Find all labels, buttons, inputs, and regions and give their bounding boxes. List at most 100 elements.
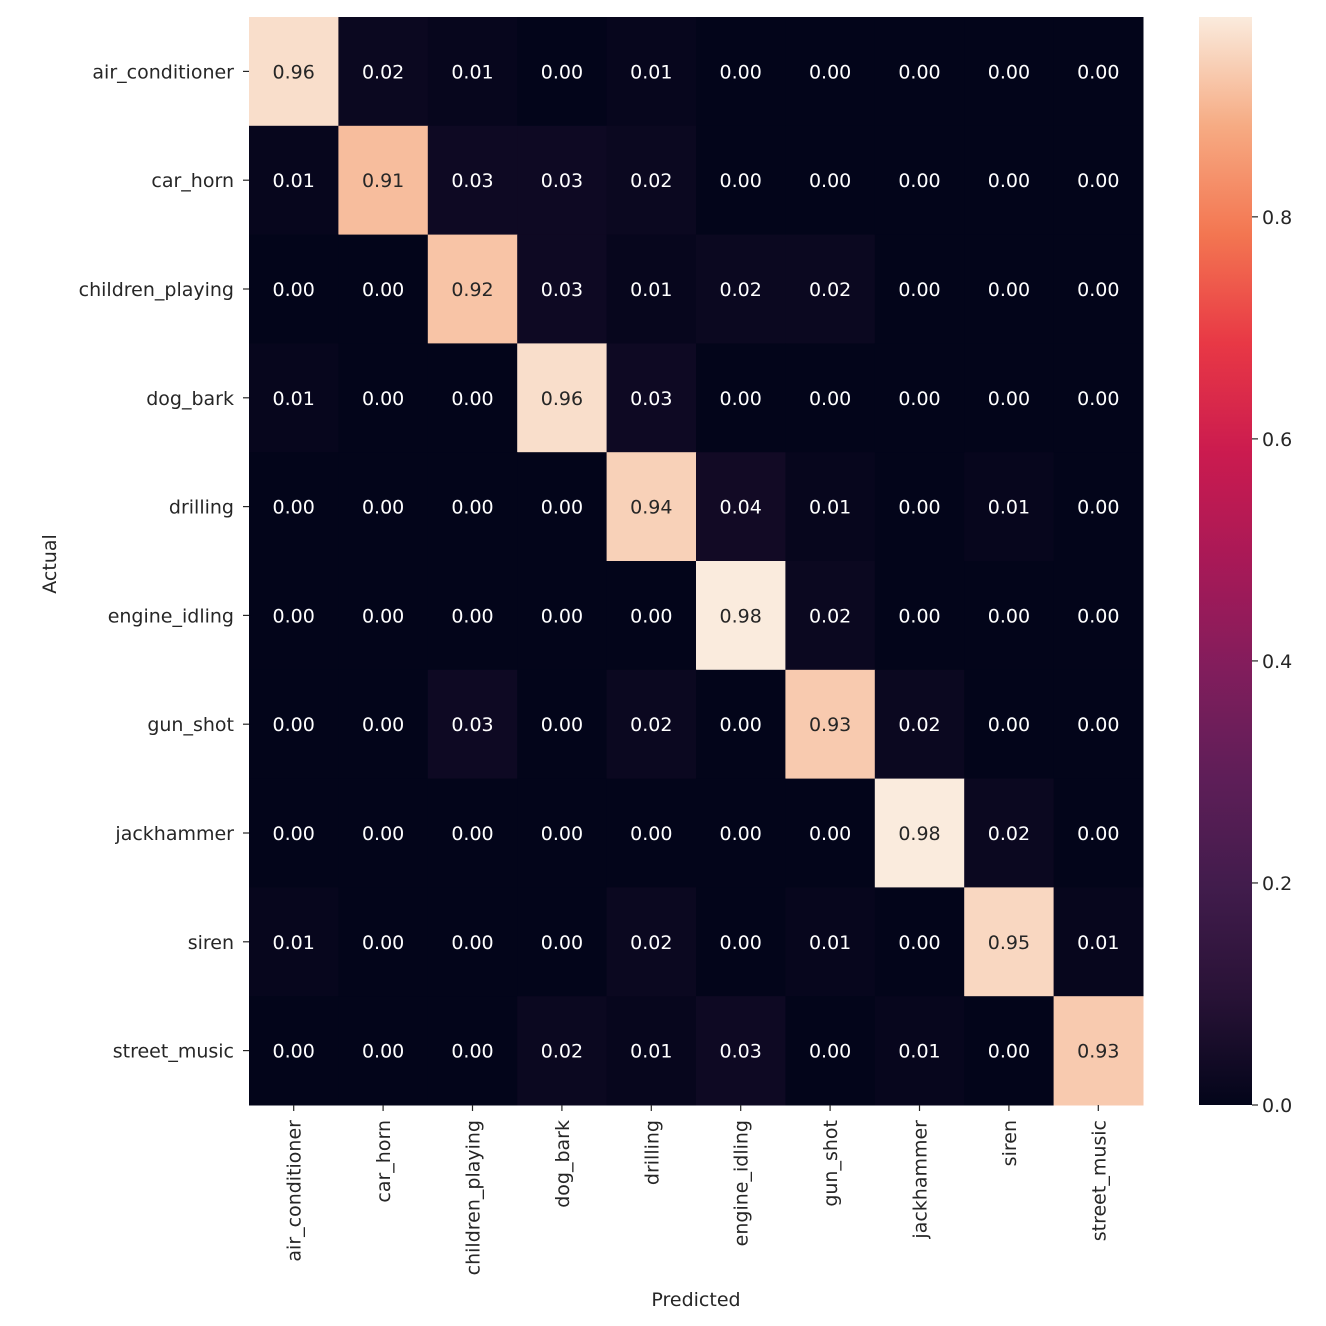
cell-value-label: 0.00 bbox=[451, 605, 493, 627]
y-tick-label: dog_bark bbox=[146, 388, 234, 410]
cell-value-label: 0.00 bbox=[720, 823, 762, 845]
cell-value-label: 0.00 bbox=[273, 279, 315, 301]
heatmap-cell bbox=[874, 17, 965, 127]
cell-value-label: 0.00 bbox=[988, 605, 1030, 627]
x-tick-label: air_conditioner bbox=[284, 1120, 306, 1262]
cell-value-label: 0.00 bbox=[1077, 497, 1119, 519]
cell-value-label: 0.93 bbox=[1077, 1041, 1119, 1063]
heatmap-cell bbox=[696, 343, 786, 453]
heatmap-cell bbox=[1053, 887, 1144, 997]
heatmap-cell bbox=[964, 669, 1055, 780]
heatmap-cell bbox=[785, 234, 876, 344]
cell-value-label: 0.01 bbox=[898, 1041, 940, 1063]
cell-value-label: 0.00 bbox=[362, 823, 404, 845]
heatmap-cell bbox=[964, 996, 1055, 1106]
cell-value-label: 0.00 bbox=[720, 714, 762, 736]
y-tick-label: jackhammer bbox=[114, 823, 234, 845]
heatmap-cell bbox=[874, 996, 965, 1106]
cell-value-label: 0.00 bbox=[988, 1041, 1030, 1063]
cell-value-label: 0.01 bbox=[809, 932, 851, 954]
cell-value-label: 0.01 bbox=[988, 497, 1030, 519]
cell-value-label: 0.02 bbox=[541, 1041, 583, 1063]
heatmap-cell bbox=[249, 996, 339, 1106]
cell-value-label: 0.03 bbox=[541, 279, 583, 301]
heatmap-cell bbox=[964, 125, 1055, 236]
heatmap-cell bbox=[785, 669, 876, 780]
heatmap-cell bbox=[249, 17, 339, 127]
heatmap-cell bbox=[249, 887, 339, 997]
cell-value-label: 0.00 bbox=[541, 61, 583, 83]
y-tick-label: street_music bbox=[113, 1041, 234, 1063]
cell-value-label: 0.00 bbox=[630, 605, 672, 627]
cell-value-label: 0.01 bbox=[273, 388, 315, 410]
cell-value-label: 0.01 bbox=[451, 61, 493, 83]
heatmap-cell bbox=[249, 778, 339, 888]
cell-value-label: 0.00 bbox=[988, 388, 1030, 410]
cell-value-label: 0.00 bbox=[898, 932, 940, 954]
cell-value-label: 0.00 bbox=[1077, 170, 1119, 192]
heatmap-cell bbox=[1053, 17, 1144, 127]
cell-value-label: 0.93 bbox=[809, 714, 851, 736]
cell-value-label: 0.01 bbox=[809, 497, 851, 519]
heatmap-cell bbox=[517, 452, 608, 562]
heatmap-cell bbox=[1053, 234, 1144, 344]
cell-value-label: 0.00 bbox=[720, 61, 762, 83]
heatmap-cell bbox=[517, 17, 608, 127]
heatmap-cell bbox=[517, 561, 608, 671]
y-axis-label: Actual bbox=[39, 534, 61, 594]
heatmap-cell bbox=[1053, 669, 1144, 780]
x-tick-label: drilling bbox=[641, 1120, 663, 1185]
cell-value-label: 0.00 bbox=[988, 61, 1030, 83]
cell-value-label: 0.03 bbox=[630, 388, 672, 410]
heatmap-cell bbox=[606, 996, 697, 1106]
cell-value-label: 0.00 bbox=[362, 1041, 404, 1063]
heatmap-cell bbox=[874, 669, 965, 780]
heatmap-cell bbox=[517, 343, 608, 453]
cell-value-label: 0.00 bbox=[809, 61, 851, 83]
heatmap-cell bbox=[696, 778, 786, 888]
cell-value-label: 0.00 bbox=[362, 932, 404, 954]
heatmap-cell bbox=[785, 343, 876, 453]
heatmap-cell bbox=[606, 125, 697, 236]
y-tick-label: car_horn bbox=[151, 170, 234, 192]
heatmap-cell bbox=[427, 343, 518, 453]
x-tick-label: children_playing bbox=[463, 1120, 485, 1275]
cell-value-label: 0.00 bbox=[541, 823, 583, 845]
heatmap-cell bbox=[964, 778, 1055, 888]
cell-value-label: 0.00 bbox=[1077, 823, 1119, 845]
cell-value-label: 0.00 bbox=[273, 714, 315, 736]
cell-value-label: 0.02 bbox=[630, 714, 672, 736]
y-tick-label: siren bbox=[188, 932, 234, 954]
heatmap-cell bbox=[785, 17, 876, 127]
cell-value-label: 0.00 bbox=[451, 1041, 493, 1063]
heatmap-cell bbox=[874, 234, 965, 344]
heatmap-cell bbox=[427, 669, 518, 780]
heatmap-cell bbox=[785, 125, 876, 236]
cell-value-label: 0.00 bbox=[273, 605, 315, 627]
x-tick-label: jackhammer bbox=[910, 1120, 932, 1240]
heatmap-cell bbox=[427, 887, 518, 997]
cell-value-label: 0.00 bbox=[451, 388, 493, 410]
heatmap-cell bbox=[696, 561, 786, 671]
cell-value-label: 0.00 bbox=[720, 170, 762, 192]
cell-value-label: 0.00 bbox=[898, 388, 940, 410]
heatmap-cell bbox=[785, 996, 876, 1106]
heatmap-cell bbox=[517, 996, 608, 1106]
x-axis-label: Predicted bbox=[651, 1289, 740, 1311]
heatmap-cell bbox=[427, 561, 518, 671]
heatmap-cell bbox=[338, 343, 429, 453]
heatmap-cell bbox=[427, 996, 518, 1106]
heatmap-cell bbox=[696, 996, 786, 1106]
cell-value-label: 0.00 bbox=[362, 388, 404, 410]
heatmap-cell bbox=[696, 17, 786, 127]
heatmap-cell bbox=[696, 669, 786, 780]
heatmap-cell bbox=[696, 234, 786, 344]
heatmap-cell bbox=[1053, 125, 1144, 236]
heatmap-cell bbox=[964, 17, 1055, 127]
cell-value-label: 0.00 bbox=[541, 605, 583, 627]
y-axis: air_conditioner car_horn children_playingd… bbox=[79, 61, 249, 1063]
x-axis: air_conditioner car_horn children_playing d… bbox=[284, 1105, 1110, 1275]
heatmap-cell bbox=[785, 778, 876, 888]
heatmap-cell bbox=[696, 452, 786, 562]
